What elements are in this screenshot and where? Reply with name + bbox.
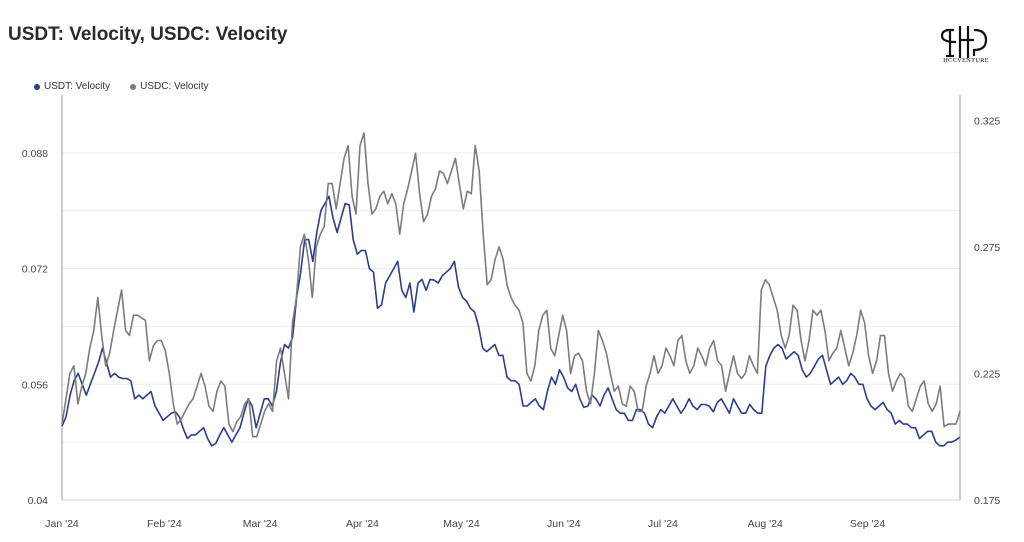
- x-tick-label: Aug '24: [748, 518, 783, 530]
- x-tick-label: Feb '24: [147, 518, 182, 530]
- x-tick-label: Jun '24: [547, 518, 581, 530]
- y-right-tick-label: 0.325: [974, 115, 1000, 127]
- x-tick-label: Jan '24: [45, 518, 79, 530]
- x-tick-label: Apr '24: [346, 518, 379, 530]
- legend: USDT: Velocity USDC: Velocity: [34, 81, 209, 92]
- brand-logo-text: HCCVENTURE: [943, 57, 989, 64]
- y-left-tick-label: 0.04: [28, 495, 49, 507]
- series-line-usdc: [61, 132, 961, 438]
- y-right-tick-label: 0.275: [974, 242, 1000, 254]
- series-line-usdt: [61, 195, 961, 447]
- y-left-tick-label: 0.072: [22, 264, 48, 276]
- legend-label-usdt: USDT: Velocity: [44, 81, 111, 92]
- legend-item-usdt[interactable]: USDT: Velocity: [34, 81, 110, 92]
- x-tick-label: Jul '24: [648, 518, 678, 530]
- chart-title: USDT: Velocity, USDC: Velocity: [8, 24, 288, 45]
- x-tick-label: May '24: [443, 518, 480, 530]
- legend-marker-usdt: [34, 83, 40, 90]
- y-right-tick-label: 0.225: [974, 368, 1000, 380]
- y-left-tick-label: 0.088: [22, 148, 48, 160]
- y-left-tick-label: 0.056: [22, 379, 48, 391]
- x-tick-label: Mar '24: [243, 518, 278, 530]
- x-tick-label: Sep '24: [850, 518, 885, 530]
- brand-logo: [940, 26, 988, 58]
- legend-marker-usdc: [130, 83, 137, 90]
- legend-label-usdc: USDC: Velocity: [140, 81, 209, 92]
- legend-item-usdc[interactable]: USDC: Velocity: [130, 81, 209, 92]
- y-right-tick-label: 0.175: [974, 495, 1000, 507]
